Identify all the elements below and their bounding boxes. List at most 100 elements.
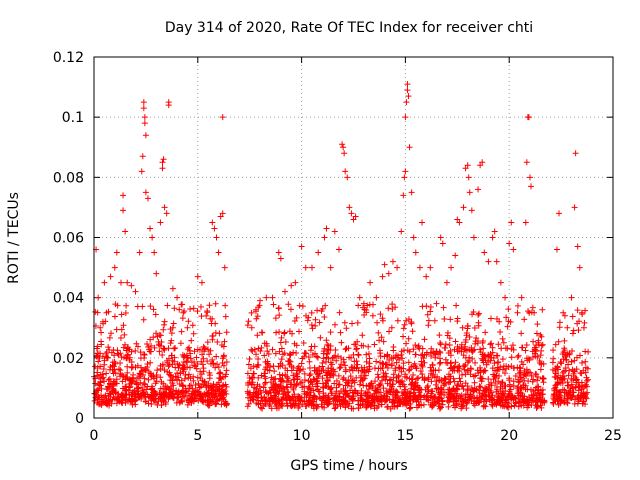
data-point [350, 351, 357, 358]
data-point [287, 402, 294, 409]
data-point [503, 314, 510, 321]
data-point [310, 387, 317, 394]
data-point [549, 399, 556, 406]
data-point [474, 367, 481, 374]
y-tick-label: 0.1 [62, 110, 84, 126]
data-point [431, 393, 438, 400]
data-point [421, 336, 428, 343]
data-point [331, 380, 338, 387]
data-point [385, 270, 392, 277]
data-point [190, 330, 197, 337]
data-point [147, 303, 154, 310]
data-point [427, 303, 434, 310]
data-point [396, 356, 403, 363]
data-point [148, 342, 155, 349]
data-point [378, 377, 385, 384]
data-point [124, 345, 131, 352]
data-point [381, 373, 388, 380]
data-point [284, 403, 291, 410]
data-point [347, 373, 354, 380]
data-point [192, 382, 199, 389]
data-point [279, 396, 286, 403]
data-point [516, 370, 523, 377]
data-point [194, 346, 201, 353]
data-point [312, 322, 319, 329]
data-point [319, 395, 326, 402]
data-point [394, 264, 401, 271]
data-point [108, 349, 115, 356]
data-point [157, 362, 164, 369]
data-point [505, 306, 512, 313]
data-point [109, 396, 116, 403]
data-point [495, 341, 502, 348]
data-point [436, 332, 443, 339]
data-point [120, 207, 127, 214]
data-point [216, 396, 223, 403]
data-point [428, 345, 435, 352]
data-point [522, 219, 529, 226]
data-point [390, 344, 397, 351]
data-point [339, 396, 346, 403]
data-point [499, 402, 506, 409]
data-point [404, 388, 411, 395]
data-point [452, 388, 459, 395]
data-point [323, 225, 330, 232]
data-point [160, 397, 167, 404]
data-point [254, 394, 261, 401]
data-point [208, 320, 215, 327]
data-point [99, 371, 106, 378]
data-point [534, 321, 541, 328]
data-point [341, 319, 348, 326]
data-point [413, 398, 420, 405]
data-point [365, 350, 372, 357]
data-point [134, 362, 141, 369]
data-point [189, 385, 196, 392]
data-point [255, 345, 262, 352]
data-point [333, 377, 340, 384]
data-point [454, 315, 461, 322]
data-point [337, 329, 344, 336]
data-point [292, 382, 299, 389]
data-point [178, 377, 185, 384]
data-point [313, 404, 320, 411]
data-point [300, 339, 307, 346]
data-point [534, 390, 541, 397]
data-point [439, 401, 446, 408]
y-tick-label: 0.08 [53, 170, 84, 186]
data-point [425, 397, 432, 404]
data-point [534, 353, 541, 360]
data-point [409, 376, 416, 383]
data-point [358, 364, 365, 371]
data-point [305, 314, 312, 321]
data-point [367, 403, 374, 410]
data-point [141, 120, 148, 127]
data-point [270, 301, 277, 308]
data-point [272, 315, 279, 322]
data-point [568, 381, 575, 388]
data-point [130, 375, 137, 382]
data-point [493, 372, 500, 379]
data-point [219, 374, 226, 381]
data-point [142, 132, 149, 139]
data-point [199, 351, 206, 358]
data-point [400, 360, 407, 367]
data-point [276, 371, 283, 378]
data-point [344, 174, 351, 181]
data-point [120, 354, 127, 361]
data-point [416, 345, 423, 352]
data-point [287, 397, 294, 404]
data-point [348, 210, 355, 217]
data-point [552, 341, 559, 348]
data-point [436, 394, 443, 401]
data-points [91, 81, 592, 412]
data-point [297, 380, 304, 387]
data-point [539, 306, 546, 313]
data-point [187, 305, 194, 312]
data-point [93, 345, 100, 352]
data-point [568, 358, 575, 365]
data-point [481, 367, 488, 374]
data-point [538, 361, 545, 368]
data-point [410, 363, 417, 370]
data-point [523, 159, 530, 166]
data-point [289, 330, 296, 337]
